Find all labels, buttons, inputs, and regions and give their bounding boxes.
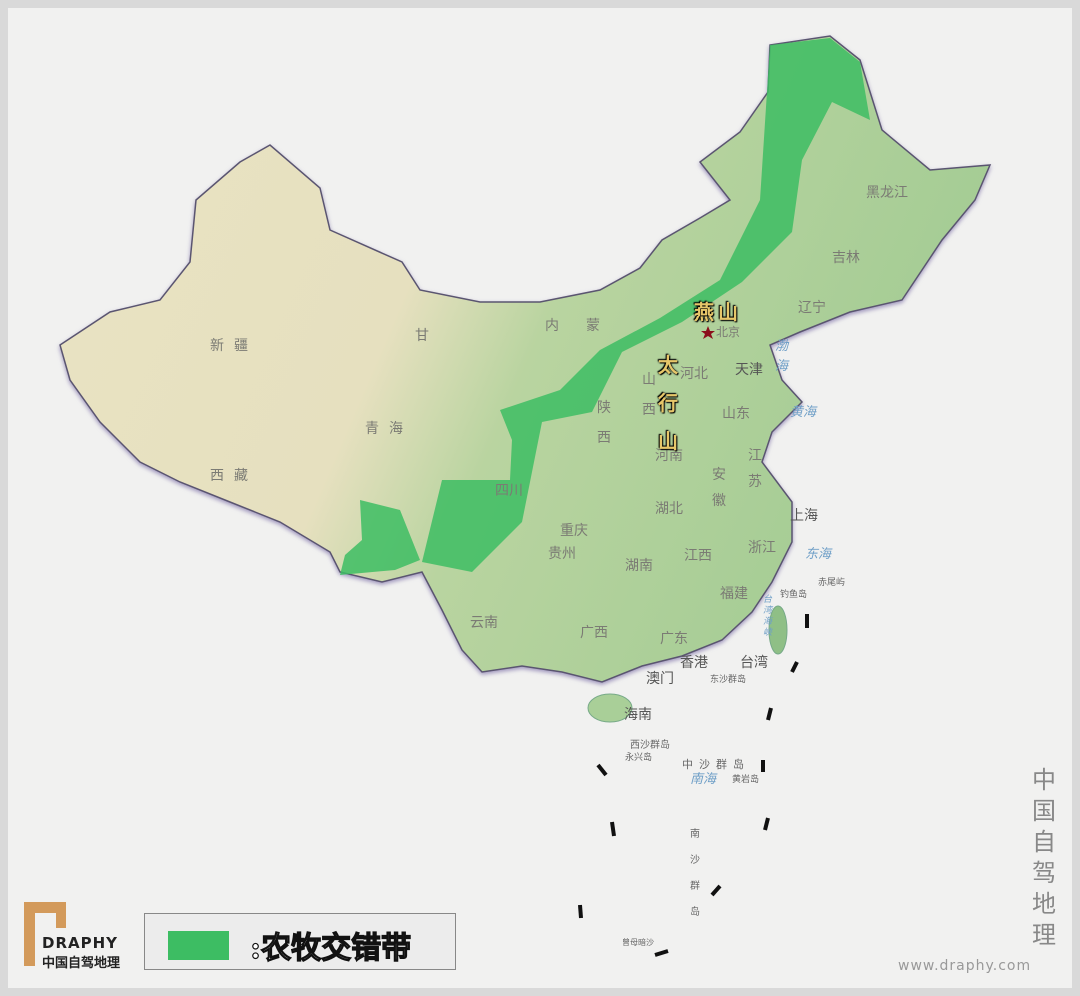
label-shandong: 山东 [722,406,750,422]
label-taihangshan: 太行山 [658,353,678,453]
label-liaoning: 辽宁 [798,300,826,316]
vertical-title: 中国自驾地理 [1032,766,1056,949]
legend-box: :农牧交错带 [144,913,456,970]
label-chiweiyu: 赤尾屿 [818,578,846,588]
label-sichuan: 四川 [495,483,523,499]
label-anhui: 安徽 [712,467,726,509]
label-taiwan-strait: 台湾海峡 [763,595,773,638]
label-qinghai: 青海 [365,421,413,437]
legend-swatch [168,931,229,960]
label-zhejiang: 浙江 [748,540,776,556]
label-tianjin: 天津 [735,362,763,378]
logo-bracket-icon [24,902,66,966]
label-jilin: 吉林 [832,250,860,266]
website-watermark: www.draphy.com [898,958,1032,974]
label-gansu: 甘 [415,328,439,344]
label-hunan: 湖南 [625,558,653,574]
logo-text-en: DRAPHY [42,934,119,952]
label-donghai: 东海 [805,547,832,562]
label-bohai: 渤海 [775,339,789,374]
label-chongqing: 重庆 [560,523,588,539]
label-guangxi: 广西 [580,625,608,641]
label-zhongsha: 中沙群岛 [682,758,750,771]
label-jiangxi: 江西 [684,548,712,564]
label-nei: 内 [545,318,569,334]
label-henan: 河南 [655,448,683,464]
taiwan-island [768,605,788,655]
label-hubei: 湖北 [655,501,683,517]
nine-dash-line [578,614,809,957]
label-taiwan: 台湾 [740,655,768,671]
legend-label: :农牧交错带 [249,930,412,966]
label-meng: 蒙 [586,318,610,334]
agro-pastoral-belt-tibet [340,500,420,575]
label-dongsha: 东沙群岛 [710,675,747,685]
agro-pastoral-belt [422,38,870,572]
label-yanshan: 燕山 [694,300,742,324]
china-landmass [59,35,992,683]
label-yunnan: 云南 [470,615,498,631]
draphy-logo: DRAPHY 中国自驾地理 [24,902,144,972]
label-guizhou: 贵州 [548,546,576,562]
label-fujian: 福建 [720,586,748,602]
label-hainan: 海南 [624,707,652,723]
label-zengmuansha: 曾母暗沙 [622,938,654,947]
label-xisha: 西沙群岛 [630,740,670,751]
capital-star-icon [701,326,715,339]
logo-text-cn: 中国自驾地理 [42,956,121,971]
label-xinjiang: 新疆 [210,338,258,354]
label-hongkong: 香港 [680,655,708,671]
label-shanxi: 山西 [642,372,656,418]
label-huanghai: 黄海 [790,405,817,420]
label-shanghai: 上海 [790,508,818,524]
label-diaoyudao: 钓鱼岛 [780,590,808,600]
label-heilongjiang: 黑龙江 [866,185,908,201]
label-yongxingdao: 永兴岛 [625,753,653,763]
label-shaanxi: 陕西 [597,400,611,446]
label-nansha: 南沙群岛 [690,829,700,918]
label-guangdong: 广东 [660,631,688,647]
label-macau: 澳门 [646,671,674,687]
label-nanhai: 南海 [690,772,717,787]
label-hebei: 河北 [680,366,708,382]
label-beijing: 北京 [716,325,741,339]
hainan-island [587,693,633,723]
label-xizang: 西藏 [210,468,258,484]
label-jiangsu: 江苏 [748,448,762,490]
label-huangyandao: 黄岩岛 [732,775,760,785]
